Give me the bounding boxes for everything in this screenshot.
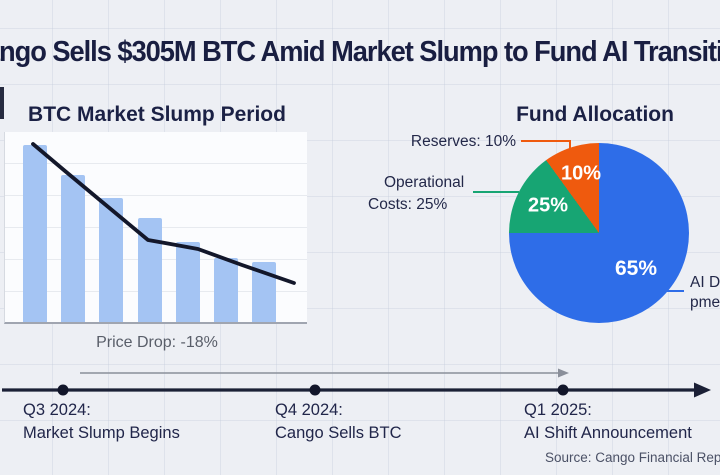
page-title: Cango Sells $305M BTC Amid Market Slump … [0,36,720,68]
callout-operational-line1: Operational [384,174,465,191]
milestone-event: AI Shift Announcement [524,424,692,442]
source-note: Source: Cango Financial Report [545,450,720,465]
leader-line-reserves-tick [569,140,572,149]
milestone-date: Q1 2025: [524,401,592,419]
price-bar-1 [23,145,47,322]
callout-ai-line1: AI Develo [690,274,720,291]
callout-ai-line2: pment: 65% [690,294,720,311]
timeline-main-arrowhead-icon [694,382,711,398]
leader-line-ai [666,290,684,293]
timeline-upper-arrowhead-icon [558,368,569,378]
price-bar-5 [175,242,200,322]
btc-bar-chart [4,132,307,324]
milestone-q3-2024: Q3 2024: Market Slump Begins [23,401,180,443]
milestone-date: Q4 2024: [275,401,343,419]
leader-line-reserves [521,140,571,143]
price-bar-2 [61,175,86,322]
price-trend-line [31,142,296,285]
callout-ai-development: AI Develo pment: 65% [690,273,720,313]
pie-label-operational-percent: 25% [527,194,569,217]
pie-label-reserves-percent: 10% [560,162,602,185]
clipped-edge-artifact [0,87,4,119]
price-bar-6 [214,258,238,322]
leader-line-operational [473,191,519,194]
milestone-q4-2024: Q4 2024: Cango Sells BTC [275,401,402,443]
bar-chart-title: BTC Market Slump Period [28,103,286,126]
timeline-dot-q4-2024 [309,384,321,396]
price-drop-caption: Price Drop: -18% [96,334,218,351]
milestone-q1-2025: Q1 2025: AI Shift Announcement [524,401,692,443]
callout-operational-line2: Costs: 25% [368,196,448,213]
pie-chart-title: Fund Allocation [516,103,674,126]
milestone-date: Q3 2024: [23,401,91,419]
milestone-event: Market Slump Begins [23,424,180,442]
pie-label-ai-percent: 65% [614,257,658,280]
fund-allocation-pie: 65% 25% 10% [509,143,689,323]
callout-reserves: Reserves: 10% [410,133,516,150]
timeline-dot-q3-2024 [57,384,69,396]
timeline-dot-q1-2025 [557,384,569,396]
timeline-axis [2,368,711,398]
milestone-event: Cango Sells BTC [275,424,402,442]
